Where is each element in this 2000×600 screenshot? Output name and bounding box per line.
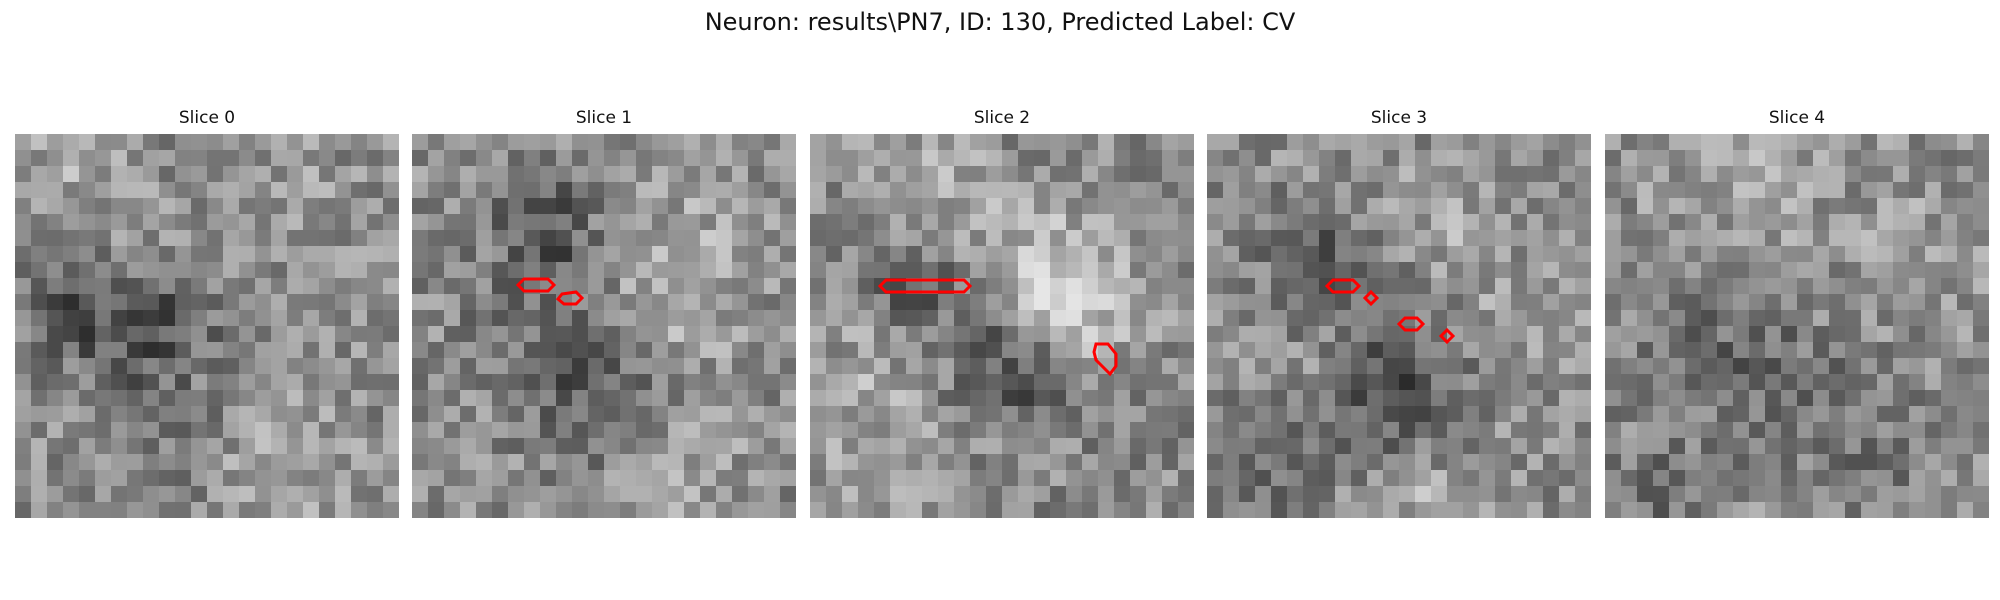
slice-overlay-3 (1324, 278, 1456, 345)
contour-outline (1396, 316, 1426, 332)
contour-outline (1092, 342, 1118, 377)
slice-title-4: Slice 4 (1768, 108, 1826, 128)
slice-title-1: Slice 1 (575, 108, 633, 128)
slice-title-3: Slice 3 (1370, 108, 1428, 128)
contour-outline (1438, 327, 1456, 345)
slice-overlay-1 (515, 277, 585, 306)
slice-image-1 (412, 134, 796, 518)
contour-outline (555, 290, 585, 306)
slice-overlay-2 (877, 278, 1118, 377)
slice-image-0 (15, 134, 399, 518)
slice-title-0: Slice 0 (178, 108, 236, 128)
slice-overlay-4 (1605, 134, 1989, 518)
slice-title-2: Slice 2 (973, 108, 1031, 128)
slice-overlay-0 (15, 134, 399, 518)
contour-outline (515, 277, 557, 293)
slice-image-4 (1605, 134, 1989, 518)
contour-outline (1362, 289, 1380, 307)
contour-outline (1324, 278, 1362, 294)
contour-outline (877, 278, 973, 294)
slice-image-2 (810, 134, 1194, 518)
figure-title: Neuron: results\PN7, ID: 130, Predicted … (704, 8, 1296, 36)
